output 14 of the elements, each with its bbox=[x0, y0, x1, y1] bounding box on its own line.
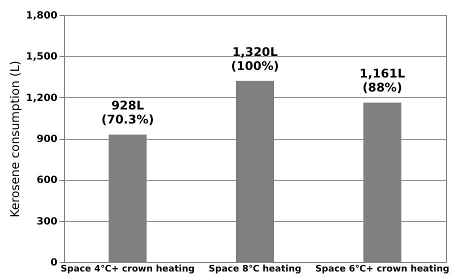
data-label: 928L (70.3%) bbox=[101, 98, 154, 127]
data-label: 1,320L (100%) bbox=[230, 44, 280, 73]
y-tick-label: 300 bbox=[36, 216, 58, 228]
x-tick-label: Space 8℃ heating bbox=[208, 264, 302, 274]
x-tick-label: Space 4℃+ crown heating bbox=[60, 264, 195, 274]
y-axis-title: Kerosene consumption (L) bbox=[8, 60, 22, 218]
y-tick-label: 0 bbox=[50, 258, 58, 268]
y-tick-label: 1,800 bbox=[26, 10, 58, 22]
data-label: 1,161L (88%) bbox=[360, 66, 406, 95]
y-tick-label: 600 bbox=[36, 175, 58, 186]
y-tick-label: 900 bbox=[36, 134, 58, 145]
y-tick-label: 1,500 bbox=[26, 52, 58, 63]
x-tick-label: Space 6℃+ crown heating bbox=[315, 264, 450, 274]
y-tick-label: 1,200 bbox=[26, 92, 58, 104]
